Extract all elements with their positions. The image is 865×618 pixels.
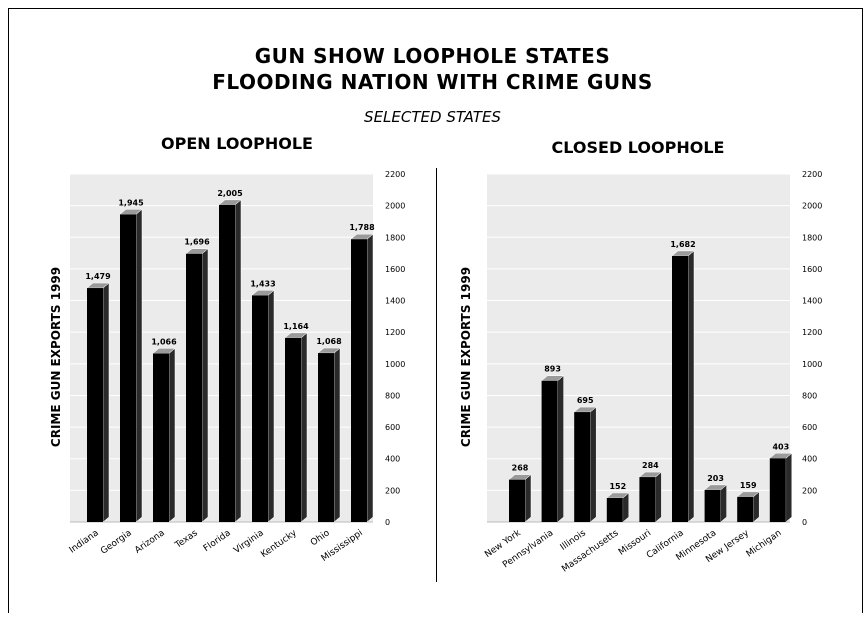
open-category-label: Florida xyxy=(202,528,233,554)
open-category-label: Texas xyxy=(173,528,200,551)
open-bar-side xyxy=(168,347,176,523)
closed-plot-area xyxy=(487,174,790,522)
panel-divider xyxy=(436,168,437,582)
open-ytick-label: 600 xyxy=(385,423,400,432)
closed-ytick-label: 0 xyxy=(802,518,807,527)
open-category-label: Georgia xyxy=(99,528,134,556)
closed-ytick-label: 1800 xyxy=(802,233,822,242)
open-bar-side xyxy=(102,282,110,523)
open-data-label: 2,005 xyxy=(217,189,243,198)
open-data-label: 1,696 xyxy=(184,238,210,247)
closed-ytick-label: 2000 xyxy=(802,202,822,211)
open-bar xyxy=(186,253,202,522)
closed-bar-side xyxy=(524,474,532,523)
title-line-1: GUN SHOW LOOPHOLE STATES xyxy=(254,44,611,68)
closed-ytick-label: 1600 xyxy=(802,265,822,274)
open-ytick-label: 400 xyxy=(385,455,400,464)
open-bar xyxy=(87,288,103,522)
closed-bar-side xyxy=(557,375,564,523)
closed-bar xyxy=(509,479,525,522)
closed-data-label: 203 xyxy=(707,474,724,483)
closed-bar-side xyxy=(687,250,695,523)
open-bar-side xyxy=(333,347,341,523)
open-category-label: Arizona xyxy=(133,528,166,556)
closed-bar-side xyxy=(720,484,727,523)
open-bar xyxy=(351,239,367,523)
open-bar xyxy=(153,353,169,522)
closed-bar xyxy=(639,477,656,522)
closed-ytick-label: 600 xyxy=(802,423,817,432)
closed-bar xyxy=(769,458,786,522)
closed-ytick-label: 1200 xyxy=(802,328,822,337)
open-loophole-title: OPEN LOOPHOLE xyxy=(161,134,313,153)
closed-ytick-label: 1400 xyxy=(802,297,822,306)
open-bar-side xyxy=(267,289,275,523)
open-data-label: 1,945 xyxy=(118,198,144,207)
closed-data-label: 159 xyxy=(740,481,757,490)
open-data-label: 1,788 xyxy=(349,223,375,232)
open-bar xyxy=(318,353,334,522)
closed-bar xyxy=(704,489,721,522)
open-bar xyxy=(252,295,268,522)
closed-bar-side xyxy=(655,471,662,523)
open-bar-side xyxy=(201,248,209,523)
figure-frame xyxy=(8,8,863,613)
open-data-label: 1,164 xyxy=(283,322,309,331)
open-bar-side xyxy=(234,199,242,523)
closed-loophole-title: CLOSED LOOPHOLE xyxy=(551,138,725,157)
open-ytick-label: 2000 xyxy=(385,202,405,211)
closed-bar xyxy=(672,255,688,523)
open-bar-side xyxy=(300,332,308,523)
closed-bar-side xyxy=(785,452,793,523)
open-ytick-label: 1600 xyxy=(385,265,405,274)
closed-data-label: 893 xyxy=(544,365,561,374)
open-bar xyxy=(285,337,301,522)
closed-bar-side xyxy=(589,406,597,523)
open-bar-side xyxy=(135,208,143,523)
subtitle: SELECTED STATES xyxy=(364,108,501,126)
closed-bar xyxy=(574,412,591,522)
open-category-label: Kentucky xyxy=(259,528,299,560)
open-data-label: 1,066 xyxy=(151,337,177,346)
open-ylabel: CRIME GUN EXPORTS 1999 xyxy=(49,267,63,447)
closed-data-label: 268 xyxy=(512,464,529,473)
open-data-label: 1,068 xyxy=(316,337,342,346)
closed-data-label: 284 xyxy=(642,461,659,470)
closed-data-label: 695 xyxy=(577,396,594,405)
open-category-label: Ohio xyxy=(309,528,332,548)
closed-category-label: Michigan xyxy=(745,528,784,559)
open-bar-side xyxy=(366,233,374,523)
closed-bar xyxy=(606,497,623,522)
open-data-label: 1,433 xyxy=(250,279,275,288)
closed-ylabel: CRIME GUN EXPORTS 1999 xyxy=(459,267,473,447)
open-data-label: 1,479 xyxy=(85,272,111,281)
closed-ytick-label: 2200 xyxy=(802,170,822,179)
open-ytick-label: 200 xyxy=(385,486,400,495)
open-ytick-label: 1200 xyxy=(385,328,405,337)
closed-ytick-label: 400 xyxy=(802,455,817,464)
open-ytick-label: 1800 xyxy=(385,233,405,242)
closed-data-label: 152 xyxy=(609,482,626,491)
closed-ytick-label: 800 xyxy=(802,391,817,400)
closed-ytick-label: 1000 xyxy=(802,360,822,369)
closed-data-label: 1,682 xyxy=(670,240,695,249)
closed-category-label: Massachusetts xyxy=(560,528,620,575)
title-line-2: FLOODING NATION WITH CRIME GUNS xyxy=(212,70,653,94)
closed-bar xyxy=(737,496,754,522)
open-ytick-label: 0 xyxy=(385,518,390,527)
open-ytick-label: 2200 xyxy=(385,170,405,179)
closed-ytick-label: 200 xyxy=(802,486,817,495)
open-category-label: Indiana xyxy=(68,528,101,555)
closed-bar xyxy=(541,380,558,522)
closed-data-label: 403 xyxy=(772,442,789,451)
open-bar xyxy=(219,204,235,522)
open-bar xyxy=(120,214,136,522)
open-ytick-label: 1400 xyxy=(385,297,405,306)
open-ytick-label: 1000 xyxy=(385,360,405,369)
open-ytick-label: 800 xyxy=(385,391,400,400)
